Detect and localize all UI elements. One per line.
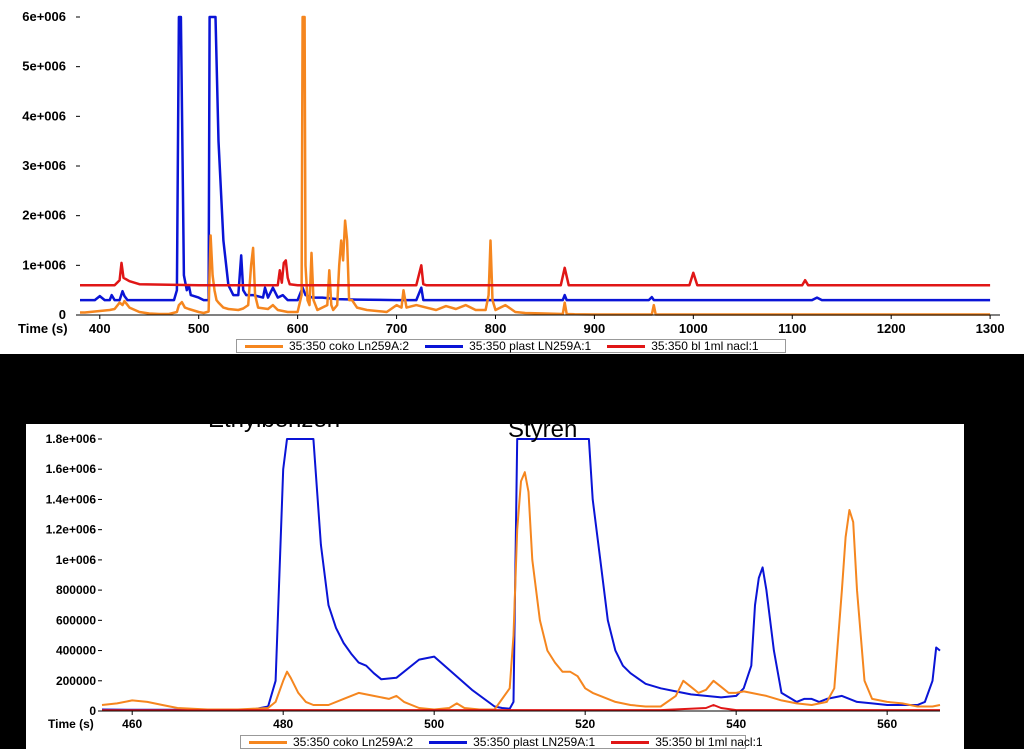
zoom-y-tick-label: 1.6e+006 bbox=[46, 462, 97, 476]
overview-x-tick-label: 500 bbox=[188, 321, 210, 336]
overview-x-tick-label: 1200 bbox=[877, 321, 906, 336]
zoom-series-35-350-coko-ln259a-2 bbox=[101, 471, 941, 711]
overview-x-tick-label: 400 bbox=[89, 321, 111, 336]
zoom-y-tick-label: 1e+006 bbox=[56, 553, 97, 567]
chart-legend-bottom: 35:350 coko Ln259A:2 35:350 plast LN259A:… bbox=[240, 735, 763, 749]
chart-legend-top: 35:350 coko Ln259A:2 35:350 plast LN259A:… bbox=[236, 339, 786, 353]
overview-legend-label: 35:350 bl 1ml nacl:1 bbox=[651, 339, 759, 353]
overview-legend-label: 35:350 plast LN259A:1 bbox=[469, 339, 592, 353]
zoom-legend-label: 35:350 coko Ln259A:2 bbox=[293, 735, 414, 749]
zoom-x-axis-title: Time (s) bbox=[48, 717, 94, 731]
overview-x-tick-label: 700 bbox=[386, 321, 408, 336]
zoom-legend-swatch bbox=[429, 740, 468, 744]
overview-series-35-350-bl-1ml-nacl-1 bbox=[80, 259, 991, 287]
overview-legend-swatch bbox=[607, 344, 646, 348]
zoom-x-tick-label: 540 bbox=[726, 717, 746, 731]
zoom-x-tick-label: 560 bbox=[877, 717, 897, 731]
zoom-series-35-350-bl-1ml-nacl-1 bbox=[102, 704, 940, 712]
zoom-legend-label: 35:350 plast LN259A:1 bbox=[473, 735, 596, 749]
zoom-y-tick-label: 800000 bbox=[56, 583, 96, 597]
overview-legend-label: 35:350 coko Ln259A:2 bbox=[289, 339, 410, 353]
chromatogram-zoom-chart: 460 480 500 520 540 560 Time (s)0 200000 400000 6… bbox=[46, 432, 941, 731]
chromatogram-overview-chart: 400 500 600 700 800 900 1000 1100 1200 1300 Time (… bbox=[18, 9, 1005, 336]
zoom-legend-swatch bbox=[249, 740, 287, 744]
overview-y-tick-label: 5e+006 bbox=[22, 59, 66, 74]
overview-legend-item-35-350-coko-ln259a-2: 35:350 coko Ln259A:2 bbox=[237, 339, 417, 353]
top-chart-panel: 400 500 600 700 800 900 1000 1100 1200 1300 Time (… bbox=[0, 0, 1024, 354]
overview-y-tick-label: 1e+006 bbox=[22, 257, 66, 272]
zoom-series-35-350-plast-ln259a-1 bbox=[101, 438, 941, 711]
overview-legend-swatch bbox=[425, 344, 464, 348]
zoom-y-tick-label: 1.8e+006 bbox=[46, 432, 97, 446]
overview-series-35-350-plast-ln259a-1 bbox=[80, 15, 991, 302]
overview-x-tick-label: 900 bbox=[584, 321, 606, 336]
overview-x-tick-label: 800 bbox=[485, 321, 507, 336]
zoom-legend-item-35-350-bl-1ml-nacl-1: 35:350 bl 1ml nacl:1 bbox=[603, 735, 770, 749]
annotation-ethylbenzen: Ethylbenzen bbox=[208, 424, 340, 434]
zoom-legend-swatch bbox=[611, 740, 650, 744]
zoom-legend-label: 35:350 bl 1ml nacl:1 bbox=[655, 735, 763, 749]
overview-x-tick-label: 1000 bbox=[679, 321, 708, 336]
zoom-y-tick-label: 1.2e+006 bbox=[46, 523, 97, 537]
annotation-styren: Styren bbox=[508, 424, 578, 443]
overview-legend-swatch bbox=[245, 344, 283, 348]
overview-y-tick-label: 6e+006 bbox=[22, 9, 66, 24]
overview-y-tick-label: 0 bbox=[59, 307, 66, 322]
zoom-x-tick-label: 480 bbox=[273, 717, 293, 731]
overview-x-tick-label: 1100 bbox=[778, 321, 806, 336]
overview-x-tick-label: 600 bbox=[287, 321, 309, 336]
zoom-x-tick-label: 500 bbox=[424, 717, 444, 731]
zoom-y-tick-label: 0 bbox=[89, 704, 96, 718]
zoom-y-tick-label: 400000 bbox=[56, 644, 96, 658]
overview-y-tick-label: 4e+006 bbox=[22, 108, 66, 123]
overview-legend-item-35-350-plast-ln259a-1: 35:350 plast LN259A:1 bbox=[417, 339, 599, 353]
overview-legend-item-35-350-bl-1ml-nacl-1: 35:350 bl 1ml nacl:1 bbox=[599, 339, 766, 353]
zoom-x-tick-label: 460 bbox=[122, 717, 142, 731]
overview-y-tick-label: 3e+006 bbox=[22, 158, 66, 173]
zoom-y-tick-label: 200000 bbox=[56, 674, 96, 688]
overview-x-tick-label: 1300 bbox=[976, 321, 1005, 336]
zoom-y-tick-label: 600000 bbox=[56, 613, 96, 627]
zoom-x-tick-label: 520 bbox=[575, 717, 595, 731]
overview-x-axis-title: Time (s) bbox=[18, 321, 68, 336]
overview-series-35-350-coko-ln259a-2 bbox=[80, 15, 991, 316]
overview-y-tick-label: 2e+006 bbox=[22, 208, 66, 223]
bottom-chart-panel: 460 480 500 520 540 560 Time (s) 0 200000 400000 6… bbox=[26, 424, 964, 749]
zoom-legend-item-35-350-coko-ln259a-2: 35:350 coko Ln259A:2 bbox=[241, 735, 421, 749]
zoom-legend-item-35-350-plast-ln259a-1: 35:350 plast LN259A:1 bbox=[421, 735, 603, 749]
zoom-y-tick-label: 1.4e+006 bbox=[46, 492, 97, 506]
